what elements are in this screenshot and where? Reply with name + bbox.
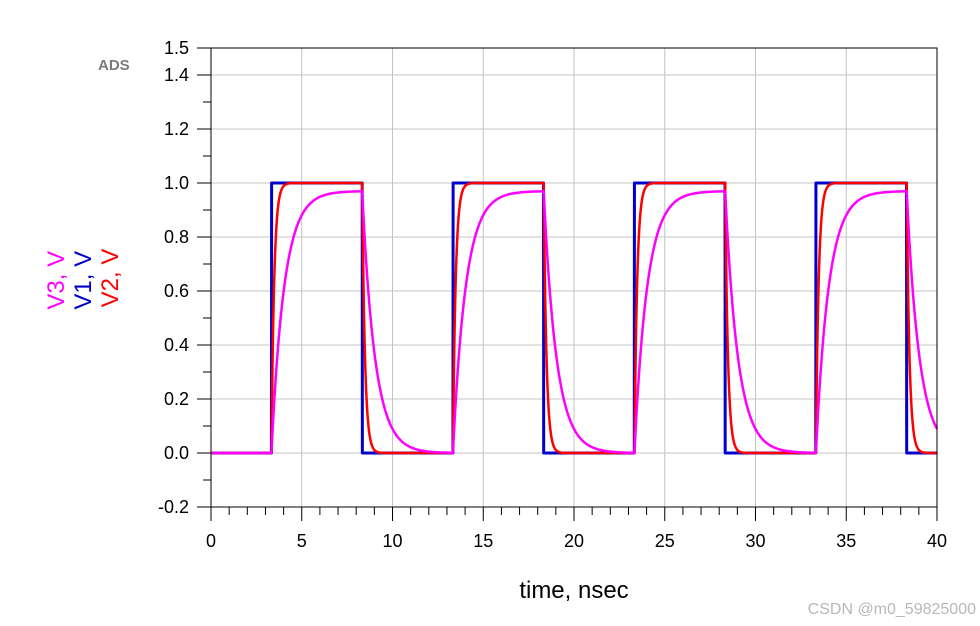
- series-layer: [209, 181, 939, 455]
- ads-logo-text: ADS: [98, 57, 130, 74]
- y-tick-label: 0.2: [164, 389, 189, 409]
- x-tick-label: 30: [745, 531, 765, 551]
- y-axis-title-v1: V1, V: [70, 251, 97, 310]
- x-tick-label: 15: [473, 531, 493, 551]
- x-tick-label: 40: [927, 531, 947, 551]
- x-axis-title: time, nsec: [519, 577, 628, 604]
- x-tick-label: 35: [836, 531, 856, 551]
- y-tick-label: 0.6: [164, 281, 189, 301]
- x-tick-label: 20: [564, 531, 584, 551]
- y-tick-label: 1.0: [164, 173, 189, 193]
- x-tick-label: 5: [297, 531, 307, 551]
- y-tick-label: 1.2: [164, 119, 189, 139]
- x-tick-label: 25: [655, 531, 675, 551]
- y-tick-label: -0.2: [158, 497, 189, 517]
- x-tick-label: 0: [206, 531, 216, 551]
- y-tick-label: 1.4: [164, 65, 189, 85]
- y-axis-title-v3: V3, V: [43, 251, 70, 310]
- y-tick-label: 0.0: [164, 443, 189, 463]
- y-tick-label: 1.5: [164, 38, 189, 58]
- x-tick-label: 10: [382, 531, 402, 551]
- y-tick-label: 0.8: [164, 227, 189, 247]
- y-axis-title: V3, V V1, V V2, V: [43, 246, 124, 309]
- series-line-v3: [209, 190, 939, 455]
- y-tick-label: 0.4: [164, 335, 189, 355]
- y-axis-title-v2: V2, V: [97, 249, 124, 308]
- tick-labels: 0 5 10 15 20 25 30 35 40 -0.2 0.0 0.2 0.4 0.6 0.8 1.0 1.…: [158, 38, 947, 551]
- axis-ticks: [197, 47, 938, 521]
- watermark: CSDN @m0_59825000: [808, 601, 976, 618]
